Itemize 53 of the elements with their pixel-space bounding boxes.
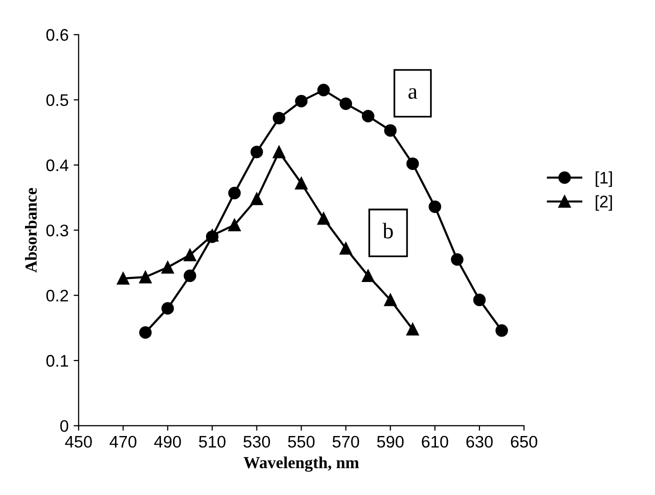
point: [317, 84, 330, 96]
annotation: b: [382, 222, 393, 238]
point: [184, 248, 196, 262]
y-axis-title: Absorbance: [25, 188, 37, 273]
point: [473, 294, 486, 306]
legend-label: [2]: [596, 195, 612, 211]
point: [184, 270, 196, 282]
x-tick-label: 530: [244, 436, 270, 448]
point: [272, 112, 286, 124]
point: [406, 322, 419, 336]
point: [362, 270, 374, 282]
legend-label: [1]: [596, 171, 612, 187]
point: [495, 324, 508, 337]
point: [139, 270, 152, 284]
point: [139, 326, 152, 339]
x-tick-label: 490: [154, 436, 181, 448]
x-tick-label: 630: [466, 436, 493, 448]
point: [340, 242, 352, 255]
point: [272, 146, 286, 158]
point: [317, 212, 330, 225]
point: [384, 294, 397, 306]
point: [428, 200, 442, 213]
y-tick-label: 0.2: [46, 290, 68, 302]
x-tick-label: 590: [377, 436, 404, 448]
point: [406, 157, 419, 170]
point: [384, 124, 397, 137]
point: [340, 97, 352, 110]
y-tick-label: 0.5: [46, 94, 68, 106]
x-tick-label: 610: [422, 436, 448, 448]
point: [161, 261, 174, 274]
x-tick-label: 550: [288, 436, 315, 448]
point: [250, 192, 264, 206]
x-tick-label: 570: [332, 436, 360, 448]
point: [228, 186, 241, 200]
x-axis-title: Wavelength, nm: [244, 456, 359, 472]
point: [362, 110, 374, 122]
y-tick-label: 0.3: [46, 224, 68, 236]
y-tick-label: 0: [60, 420, 68, 432]
point: [116, 272, 130, 285]
x-tick-label: 470: [110, 436, 136, 448]
x-tick-label: 650: [510, 436, 538, 448]
point: [161, 302, 174, 315]
point: [228, 218, 241, 232]
y-tick-label: 0.6: [46, 29, 68, 41]
y-tick-label: 0.4: [46, 159, 68, 172]
point: [295, 94, 308, 108]
y-tick-label: 0.1: [46, 354, 68, 367]
annotation: a: [408, 88, 418, 99]
x-tick-label: 510: [198, 436, 226, 448]
point: [295, 177, 308, 190]
point: [450, 253, 464, 266]
x-tick-label: 450: [65, 436, 92, 448]
point: [250, 146, 264, 158]
